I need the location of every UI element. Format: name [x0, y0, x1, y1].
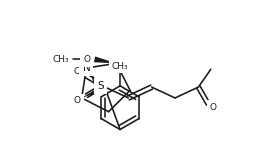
Text: O: O	[74, 96, 81, 105]
Text: CH₃: CH₃	[52, 55, 69, 64]
Text: O: O	[83, 55, 90, 64]
Text: N: N	[82, 63, 90, 73]
Text: S: S	[97, 81, 104, 91]
Polygon shape	[82, 84, 106, 98]
Polygon shape	[94, 56, 116, 63]
Text: O: O	[210, 103, 217, 112]
Text: O: O	[74, 67, 81, 75]
Text: CH₃: CH₃	[112, 62, 129, 71]
